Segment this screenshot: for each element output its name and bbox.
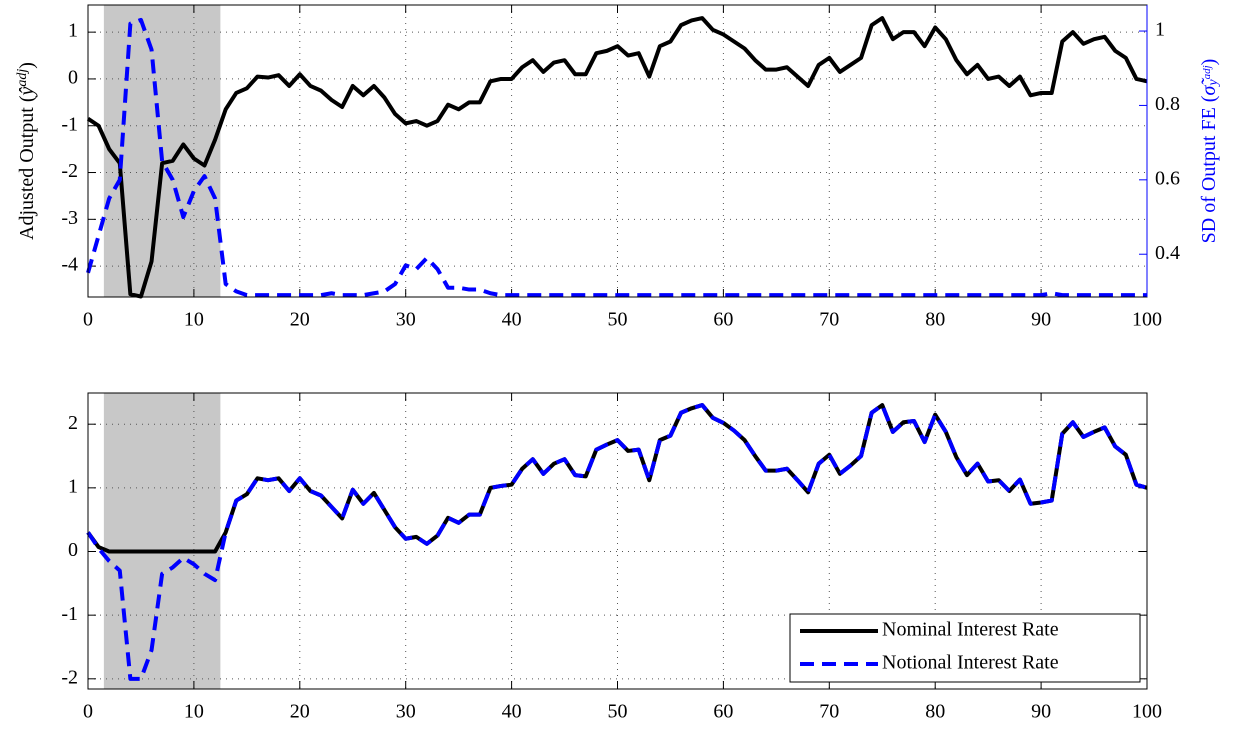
x-tick-label: 10 [184,309,204,331]
x-tick-label: 20 [290,701,310,723]
x-tick-label: 80 [925,309,945,331]
x-tick-label: 40 [502,701,522,723]
x-tick-label: 0 [83,701,93,723]
y-tick-label: 1 [68,20,78,42]
x-tick-label: 50 [608,701,628,723]
x-tick-label: 60 [713,701,733,723]
y2-axis-label: SD of Output FE (σ̃yadj) [1198,59,1221,244]
legend-label: Notional Interest Rate [882,652,1059,674]
x-tick-label: 90 [1031,309,1051,331]
x-tick-label: 50 [608,309,628,331]
y-tick-label: -1 [61,113,78,135]
y2-axis-label-part: y [1206,79,1221,88]
y-axis-label: Adjusted Output (ŷadj) [15,62,38,240]
x-tick-label: 100 [1132,309,1162,331]
y2-tick-label: 0.8 [1155,93,1180,115]
series-line [86,16,1148,299]
series-line [86,403,1148,681]
series-line [86,17,1147,298]
x-tick-label: 60 [713,309,733,331]
y2-axis-label-part: ) [1198,59,1220,66]
x-tick-label: 80 [925,701,945,723]
x-tick-label: 30 [396,701,416,723]
x-tick-label: 100 [1132,701,1162,723]
plot-frame [87,392,1148,690]
y-tick-label: -4 [61,254,78,276]
x-tick-label: 20 [290,309,310,331]
x-tick-label: 70 [819,701,839,723]
x-tick-label: 70 [819,309,839,331]
y-tick-label: -3 [61,207,78,229]
y-axis-label-part: Adjusted Output ( [16,95,38,240]
y-tick-label: 0 [68,539,78,561]
shaded-region [103,393,221,689]
y-tick-label: -2 [61,666,78,688]
x-tick-label: 30 [396,309,416,331]
y-tick-label: -1 [61,603,78,625]
y2-axis-label-part: SD of Output FE ( [1198,95,1220,243]
y2-tick-label: 1 [1155,19,1165,41]
y-tick-label: 2 [68,412,78,434]
y-axis-label-part: ) [16,62,38,69]
y-tick-label: 0 [68,67,78,89]
y-axis-label-part: adj [15,69,30,87]
legend-box [789,613,1141,683]
y-tick-label: -2 [61,160,78,182]
x-tick-label: 0 [83,309,93,331]
y-tick-label: 1 [68,475,78,497]
legend-label: Nominal Interest Rate [882,619,1059,641]
y-axis-label-part: ŷ [16,87,38,98]
y2-tick-label: 0.6 [1155,167,1180,189]
x-tick-label: 10 [184,701,204,723]
x-tick-label: 40 [502,309,522,331]
y2-tick-label: 0.4 [1155,242,1180,264]
y2-axis-label-part: adj [1201,65,1213,79]
x-tick-label: 90 [1031,701,1051,723]
